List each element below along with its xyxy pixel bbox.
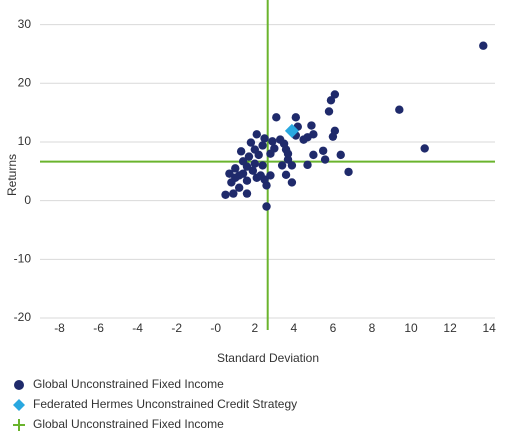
point [234,183,244,192]
point [320,155,330,164]
point [221,190,230,199]
point [299,135,308,144]
point [252,130,261,139]
point [250,159,260,168]
legend-marker [14,380,24,390]
x-tick-label: -4 [132,321,143,335]
point [248,166,258,175]
point [275,135,285,144]
point [291,113,301,122]
y-tick-label: -20 [14,310,32,324]
point [258,161,267,170]
point [318,146,328,155]
y-tick-label: 10 [18,134,32,148]
point [272,113,281,122]
point [242,176,252,185]
y-tick-label: 20 [18,75,32,89]
y-tick-label: 0 [24,193,31,207]
x-tick-label: 2 [251,321,258,335]
point [262,202,271,211]
point [479,41,488,50]
point [231,164,240,173]
x-tick-label: -8 [54,321,65,335]
x-tick-label: 12 [443,321,457,335]
point [283,149,293,158]
point [225,169,234,178]
point [326,96,336,105]
x-tick-label: 10 [404,321,418,335]
point [309,150,318,160]
y-tick-label: -10 [14,251,32,265]
point [260,134,269,143]
point [258,141,267,150]
point [344,167,353,177]
legend-marker [13,399,25,411]
point [324,107,334,116]
point [266,171,275,180]
legend-label: Global Unconstrained Fixed Income [33,377,224,391]
legend-label: Global Unconstrained Fixed Income [33,417,224,431]
x-tick-label: 14 [482,321,496,335]
y-axis-title: Returns [5,154,19,196]
point [246,138,256,147]
y-tick-label: 30 [18,17,32,31]
point [227,178,236,187]
point [395,105,404,114]
legend-label: Federated Hermes Unconstrained Credit St… [33,397,297,411]
point [328,132,338,141]
x-tick-label: 4 [291,321,298,335]
point [238,157,248,166]
point [287,178,297,187]
point [229,189,238,198]
point [283,155,293,164]
point [336,150,345,160]
point [277,161,287,170]
point [236,147,246,156]
point [420,144,429,153]
x-tick-label: -2 [171,321,182,335]
x-axis-title: Standard Deviation [217,351,319,365]
point [307,121,316,130]
point [242,189,252,198]
x-tick-label: -0 [210,321,221,335]
x-tick-label: -6 [93,321,104,335]
point [244,152,254,161]
point [303,160,312,170]
point [284,123,299,138]
point [256,171,265,180]
point [268,137,277,146]
point [266,149,275,158]
x-tick-label: 8 [369,321,376,335]
point [281,170,291,180]
x-tick-label: 6 [330,321,337,335]
point [250,145,260,154]
